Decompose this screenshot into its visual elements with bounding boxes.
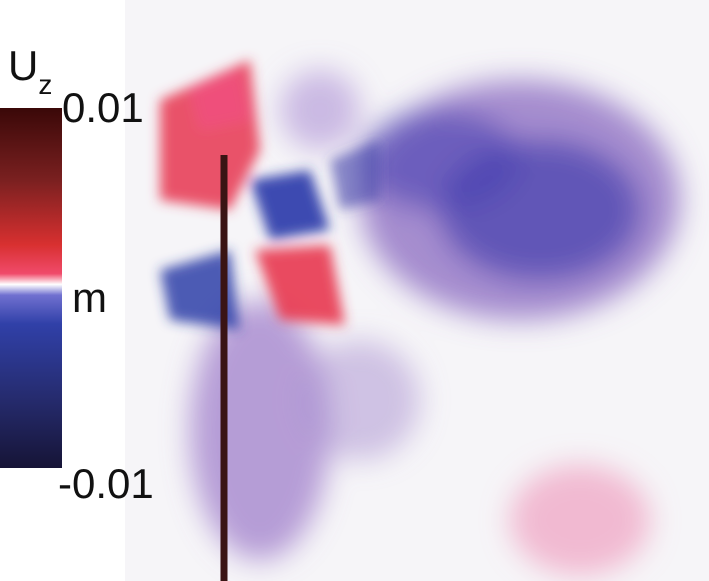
colorbar-bottom-label: -0.01 bbox=[58, 460, 154, 507]
colorbar bbox=[0, 108, 62, 468]
colorbar-middle-label: m bbox=[72, 274, 107, 321]
field-image bbox=[125, 0, 709, 581]
colorbar-label-subscript: z bbox=[38, 69, 52, 100]
colorbar-label-main: U bbox=[8, 42, 38, 89]
colorbar-label: Uz bbox=[8, 42, 52, 100]
colorbar-top-label: 0.01 bbox=[62, 84, 144, 131]
